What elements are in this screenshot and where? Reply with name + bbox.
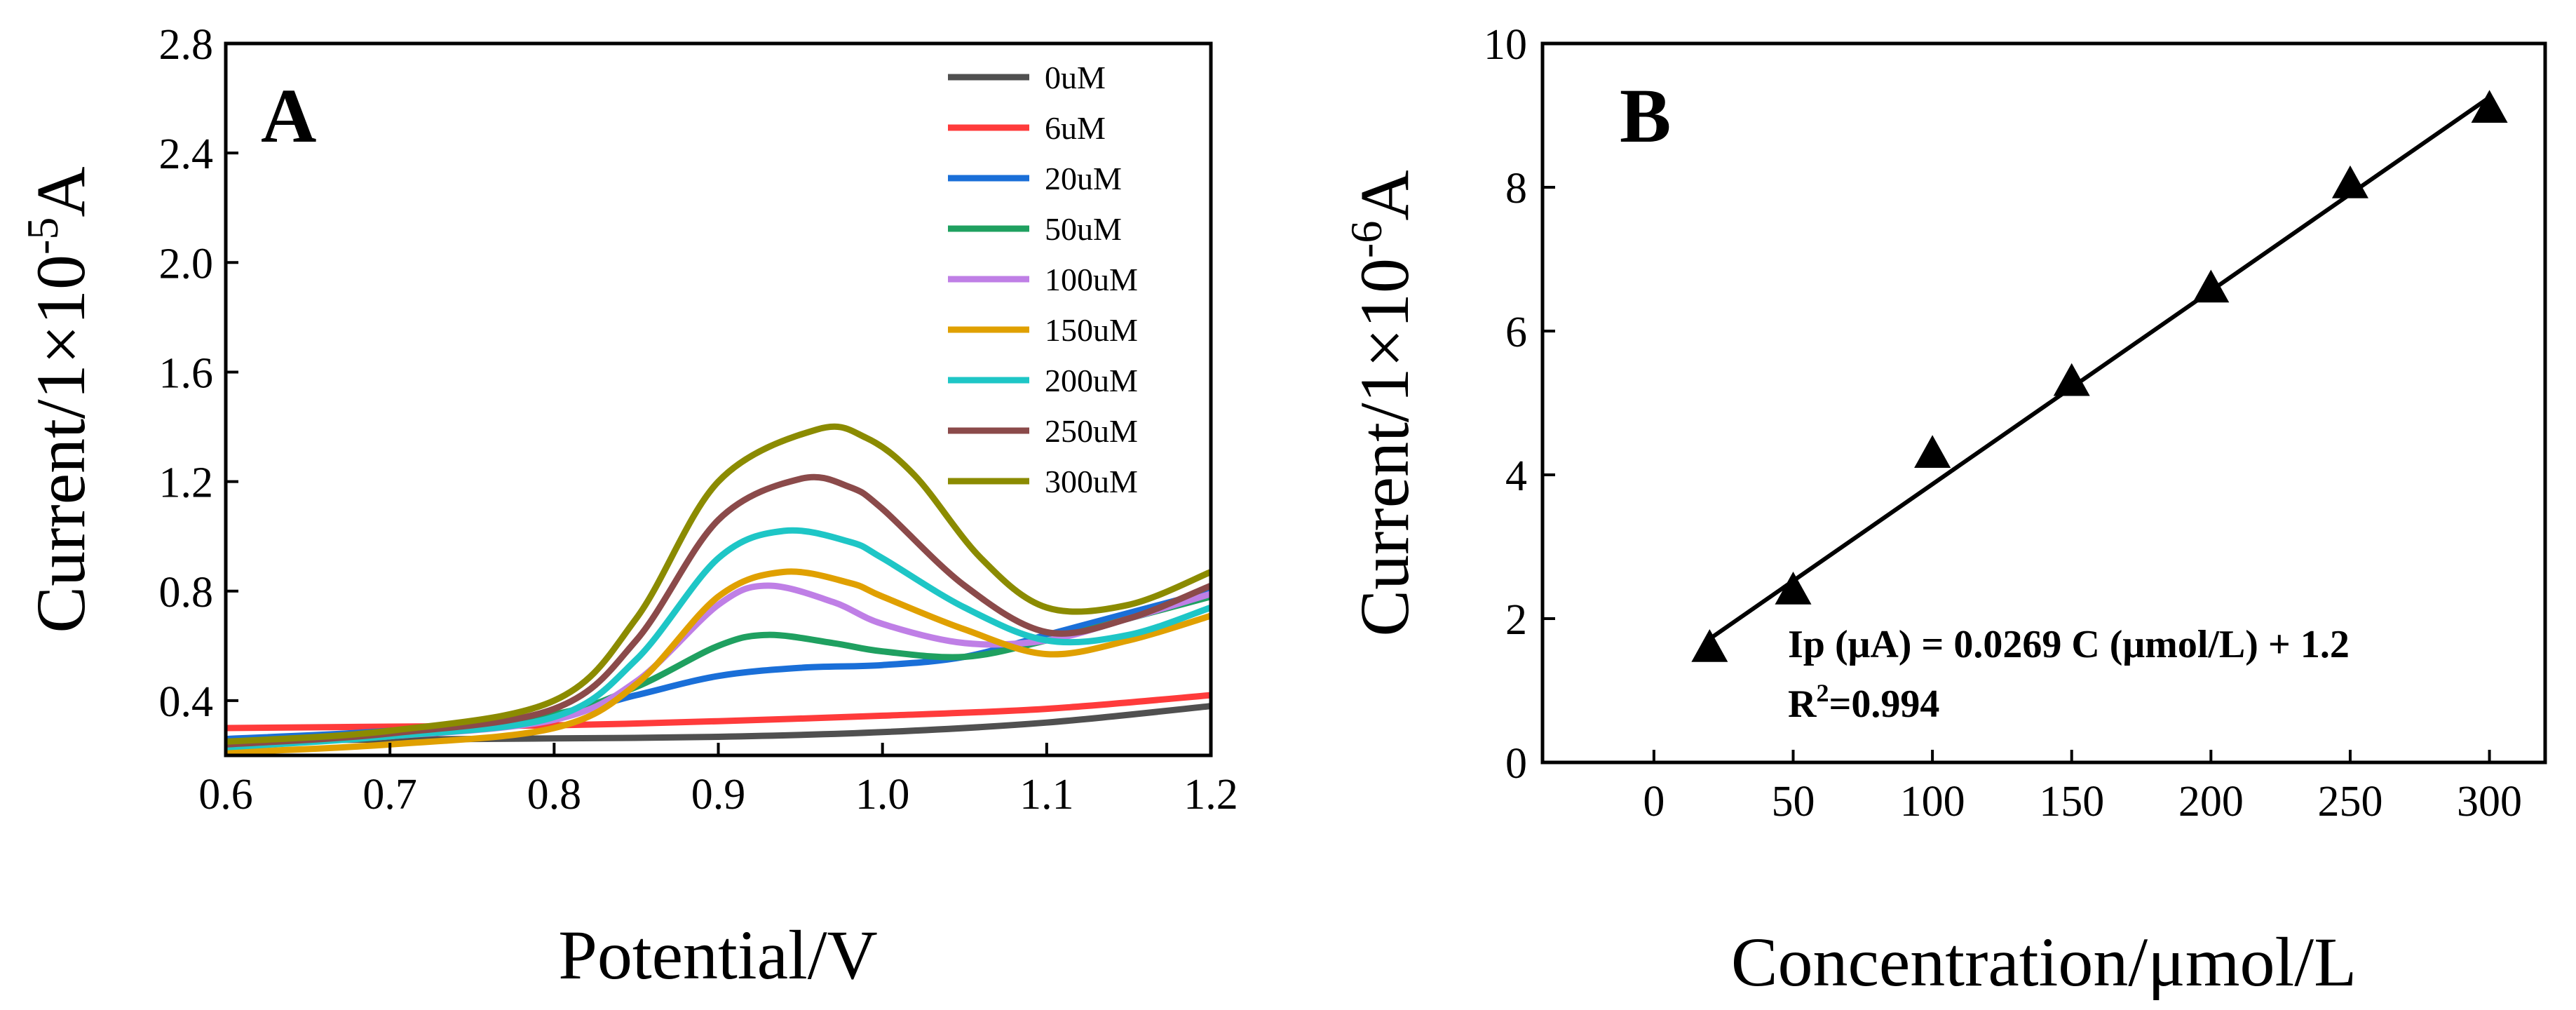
chart-b-y-tick-label: 8 <box>1505 165 1527 213</box>
chart-b-y-tick-label: 2 <box>1505 596 1527 644</box>
chart-a-series-150uM <box>225 568 1212 756</box>
chart-a-legend-label-20uM: 20uM <box>1045 161 1122 196</box>
chart-b-x-tick-label: 50 <box>1772 778 1815 826</box>
chart-b-y-label-prefix: Current/1×10 <box>1345 258 1423 637</box>
chart-a-x-tick-label: 0.7 <box>362 771 417 819</box>
chart-b-y-tick-label: 10 <box>1484 21 1527 69</box>
chart-b-x-tick-label: 150 <box>2039 778 2104 826</box>
chart-a-legend-label-6uM: 6uM <box>1045 110 1106 146</box>
chart-a-legend-label-0uM: 0uM <box>1045 60 1106 95</box>
chart-a-series-250uM <box>225 473 1212 748</box>
chart-a-y-tick-label: 2.4 <box>159 130 214 178</box>
chart-b-y-axis-label: Current/1×10-6A <box>1341 170 1423 636</box>
chart-b-x-axis-label: Concentration/μmol/L <box>1731 923 2357 1001</box>
chart-a-x-tick-label: 0.9 <box>691 771 746 819</box>
chart-a-x-tick-label: 1.0 <box>855 771 910 819</box>
chart-a-y-tick-label: 0.8 <box>159 569 214 617</box>
chart-b-fit-line <box>1708 95 2491 641</box>
chart-b: 0 50 100 150 200 250 300 0 2 4 6 8 10 B Ip (μA) = 0.… <box>1341 21 2547 1001</box>
chart-a-series-0uM <box>225 703 1212 743</box>
chart-a-legend-label-150uM: 150uM <box>1045 312 1138 348</box>
chart-a-legend-label-50uM: 50uM <box>1045 211 1122 247</box>
chart-b-y-tick-label: 6 <box>1505 309 1527 356</box>
chart-a-legend-label-100uM: 100uM <box>1045 262 1138 297</box>
chart-b-y-tick-label: 4 <box>1505 452 1527 500</box>
chart-b-x-tick-label: 200 <box>2178 778 2244 826</box>
chart-b-data-point <box>1691 629 1728 662</box>
chart-a-x-tick-label: 1.2 <box>1184 771 1238 819</box>
chart-a-legend-label-300uM: 300uM <box>1045 464 1138 499</box>
chart-a-curves <box>225 423 1212 756</box>
chart-b-x-tick-label: 250 <box>2317 778 2382 826</box>
chart-a-ticks: 0.6 0.7 0.8 0.9 1.0 1.1 1.2 0.4 0.8 1.2 1.6 2.0 2.4 2… <box>159 21 1238 819</box>
chart-b-data-point <box>1775 572 1812 605</box>
chart-a-y-label-prefix: Current/1×10 <box>22 255 100 633</box>
chart-b-r-squared-prefix: R <box>1788 682 1817 726</box>
chart-b-ticks: 0 50 100 150 200 250 300 0 2 4 6 8 10 <box>1484 21 2522 826</box>
chart-a-y-label-unit: A <box>22 166 100 217</box>
chart-a-panel-label: A <box>261 73 316 159</box>
chart-a-y-tick-label: 2.0 <box>159 240 214 288</box>
chart-b-r-squared-sup: 2 <box>1816 679 1829 707</box>
chart-b-data-point <box>1914 435 1951 469</box>
chart-b-r-squared: R2=0.994 <box>1788 679 1939 726</box>
chart-b-y-label-unit: A <box>1345 170 1423 220</box>
chart-b-x-tick-label: 300 <box>2457 778 2522 826</box>
chart-a-y-tick-label: 1.2 <box>159 459 214 507</box>
chart-a-y-tick-label: 2.8 <box>159 21 214 69</box>
chart-b-fit-equation: Ip (μA) = 0.0269 C (μmol/L) + 1.2 <box>1788 623 2350 666</box>
chart-a-x-tick-label: 0.6 <box>198 771 253 819</box>
chart-b-data-point <box>2053 363 2090 396</box>
chart-b-panel-label: B <box>1620 73 1671 159</box>
chart-b-data-point <box>2192 269 2230 303</box>
chart-a: 0.6 0.7 0.8 0.9 1.0 1.1 1.2 0.4 0.8 1.2 1.6 2.0 2.4 2… <box>18 21 1238 994</box>
chart-b-x-tick-label: 100 <box>1900 778 1965 826</box>
chart-a-series-6uM <box>225 692 1212 732</box>
chart-a-series-200uM <box>225 527 1212 750</box>
chart-b-r-squared-value: =0.994 <box>1829 682 1939 726</box>
chart-b-y-tick-label: 0 <box>1505 740 1527 788</box>
chart-a-x-axis-label: Potential/V <box>558 916 878 994</box>
chart-b-x-tick-label: 0 <box>1643 778 1665 826</box>
chart-a-y-tick-label: 0.4 <box>159 678 214 726</box>
chart-b-data-point <box>2331 165 2368 198</box>
chart-a-y-label-exponent: -5 <box>18 217 67 255</box>
chart-a-x-tick-label: 1.1 <box>1019 771 1074 819</box>
chart-a-x-tick-label: 0.8 <box>527 771 582 819</box>
chart-a-y-axis-label: Current/1×10-5A <box>18 166 100 633</box>
chart-b-data-point <box>2471 90 2508 123</box>
chart-b-y-label-exponent: -6 <box>1341 221 1391 258</box>
chart-a-legend-label-200uM: 200uM <box>1045 363 1138 398</box>
chart-a-legend-label-250uM: 250uM <box>1045 413 1138 449</box>
chart-a-y-tick-label: 1.6 <box>159 349 214 397</box>
chart-a-series-300uM <box>225 423 1212 745</box>
chart-b-frame <box>1540 41 2547 765</box>
chart-b-marks <box>1691 90 2508 662</box>
chart-a-legend: 0uM 6uM 20uM 50uM 100uM 150uM 200uM 250uM 300uM <box>948 60 1138 499</box>
